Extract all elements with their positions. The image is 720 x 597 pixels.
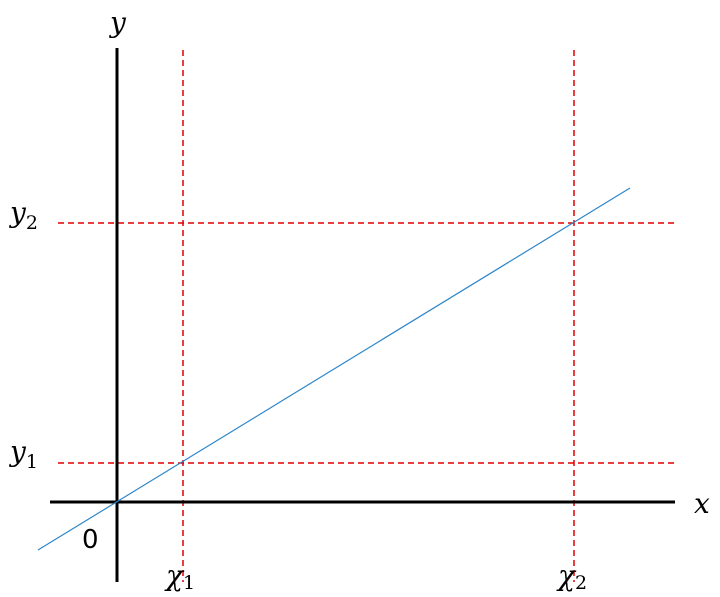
- label-sub: 1: [26, 451, 38, 473]
- x-axis-label: x: [694, 487, 710, 520]
- label-base: χ: [556, 559, 577, 592]
- guide-label: y2: [8, 196, 38, 234]
- line: [37, 187, 631, 551]
- label-sub: 2: [26, 212, 38, 234]
- y-axis-label: y: [108, 6, 127, 39]
- label-sub: 1: [183, 572, 195, 594]
- label-base: y: [8, 435, 27, 468]
- label-base: y: [8, 196, 27, 229]
- label-sub: 2: [575, 572, 587, 594]
- origin-label: 0: [82, 525, 99, 555]
- guide-label: χ2: [556, 559, 587, 594]
- guide-label: y1: [8, 435, 38, 473]
- guide-label: χ1: [164, 559, 195, 594]
- label-base: χ: [164, 559, 185, 592]
